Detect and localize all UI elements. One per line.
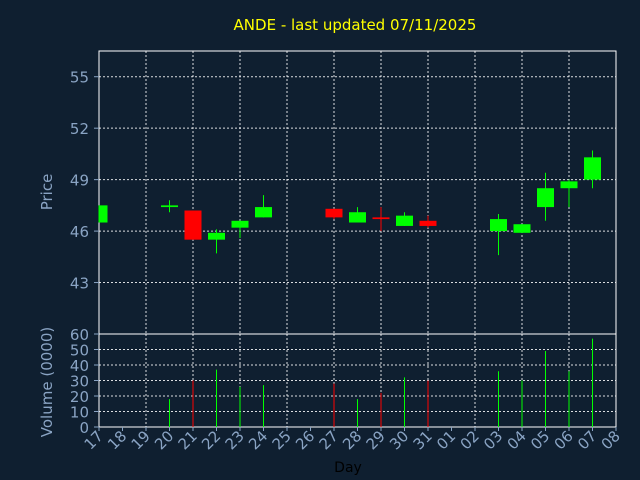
candle-body <box>99 205 108 223</box>
price-tick-label: 49 <box>70 172 89 190</box>
candle-body <box>419 220 437 226</box>
candle-body <box>537 188 554 208</box>
price-tick-label: 55 <box>70 69 89 87</box>
candle-body <box>584 157 601 180</box>
volume-tick-label: 0 <box>79 419 89 437</box>
price-tick-labels: 43 46 49 52 55 <box>70 69 99 293</box>
price-tick-label: 43 <box>70 275 89 293</box>
x-tick-labels: 1718192021222324252627282930310102030405… <box>81 427 624 453</box>
volume-tick-label: 20 <box>70 388 89 406</box>
volume-tick-label: 60 <box>70 326 89 344</box>
price-axis-label: Price <box>38 174 56 211</box>
candle-body <box>231 220 249 228</box>
price-tick-label: 52 <box>70 120 89 138</box>
candle-body <box>325 208 343 218</box>
price-tick-label: 46 <box>70 223 89 241</box>
volume-axis-label: Volume (0000) <box>38 327 56 437</box>
candle-body <box>161 205 178 208</box>
volume-tick-label: 40 <box>70 357 89 375</box>
candles <box>98 150 601 256</box>
candle-body <box>560 181 578 189</box>
volume-tick-label: 10 <box>70 404 89 422</box>
candle-body <box>349 212 366 223</box>
candle-body <box>490 219 507 232</box>
x-axis-label: Day <box>334 460 362 476</box>
candle-body <box>208 232 225 240</box>
candle-body <box>184 210 202 240</box>
candle-body <box>372 217 390 220</box>
volume-bars <box>169 338 593 427</box>
candle-body <box>396 215 413 226</box>
chart-title: ANDE - last updated 07/11/2025 <box>234 16 477 34</box>
candle-body <box>513 224 531 233</box>
candle-body <box>255 207 272 218</box>
volume-tick-label: 30 <box>70 373 89 391</box>
volume-tick-label: 50 <box>70 342 89 360</box>
